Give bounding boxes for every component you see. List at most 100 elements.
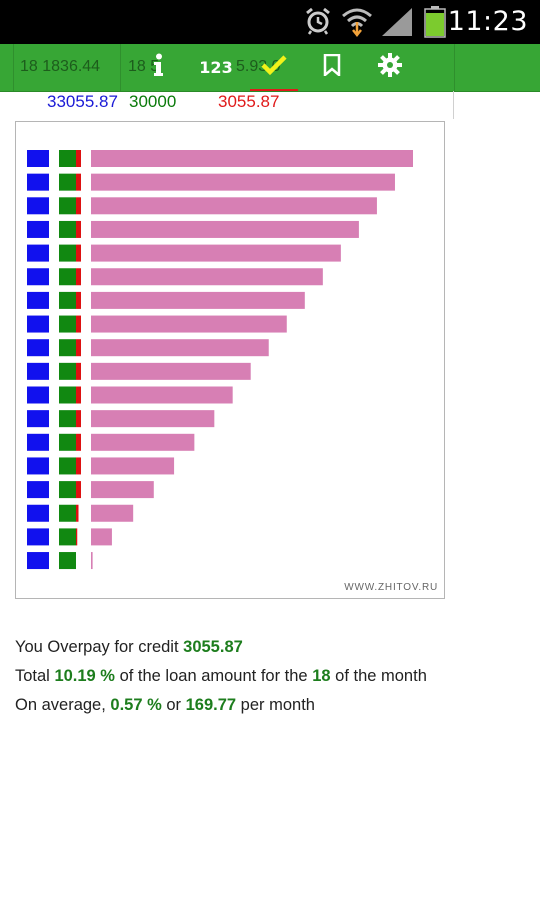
loan-bar xyxy=(59,291,76,309)
total-bar xyxy=(27,291,49,309)
overpay-value: 3055.87 xyxy=(218,92,280,111)
balance-bar xyxy=(91,244,341,262)
summary-text: You Overpay for credit xyxy=(15,638,184,656)
summary: You Overpay for credit 3055.87 Total 10.… xyxy=(15,638,427,725)
interest-bar xyxy=(76,504,79,522)
interest-bar xyxy=(76,173,81,191)
balance-bar xyxy=(91,457,175,475)
total-payment-value: 33055.87 xyxy=(47,92,118,111)
chart-canvas xyxy=(27,150,413,570)
total-bar xyxy=(27,150,49,167)
totals-row: 33055.87 30000 3055.87 xyxy=(15,89,454,119)
signal-icon xyxy=(380,6,414,43)
wifi-icon xyxy=(340,6,374,43)
total-bar xyxy=(27,362,49,380)
total-bar xyxy=(27,339,49,357)
interest-bar xyxy=(76,220,81,238)
summary-line-overpay: You Overpay for credit 3055.87 xyxy=(15,638,427,667)
interest-bar xyxy=(76,410,81,428)
total-bar xyxy=(27,173,49,191)
status-bar: 11:23 xyxy=(0,0,540,44)
loan-bar xyxy=(59,552,76,570)
balance-bar xyxy=(91,150,413,167)
balance-bar xyxy=(91,528,112,546)
summary-text: of the loan amount for the xyxy=(114,667,313,685)
balance-bar xyxy=(91,481,154,499)
loan-bar xyxy=(59,315,76,333)
balance-bar xyxy=(91,173,395,191)
action-bar: 18 1836.44 18 5 5.93 0 123 xyxy=(0,44,540,92)
balance-bar xyxy=(91,386,233,404)
loan-bar xyxy=(59,457,76,475)
balance-bar xyxy=(91,552,93,570)
check-icon xyxy=(261,54,287,81)
payment-chart: WWW.ZHITOV.RU xyxy=(15,121,445,599)
settings-button[interactable] xyxy=(362,44,418,91)
background-text: 18 5 xyxy=(128,58,160,75)
balance-bar xyxy=(91,410,215,428)
summary-line-average: On average, 0.57 % or 169.77 per month xyxy=(15,696,427,725)
summary-line-total: Total 10.19 % of the loan amount for the… xyxy=(15,667,427,696)
loan-bar xyxy=(59,220,76,238)
loan-bar xyxy=(59,173,76,191)
alarm-icon xyxy=(304,6,332,41)
interest-bar xyxy=(76,268,81,286)
average-amount: 169.77 xyxy=(185,696,237,714)
balance-bar xyxy=(91,220,359,238)
total-bar xyxy=(27,552,49,570)
months-count: 18 xyxy=(312,667,331,685)
interest-bar xyxy=(76,339,81,357)
info-button[interactable] xyxy=(130,44,186,91)
interest-bar xyxy=(76,244,81,262)
total-percent: 10.19 % xyxy=(54,667,115,685)
interest-bar xyxy=(76,528,78,546)
gear-icon xyxy=(378,53,402,82)
divider xyxy=(13,44,14,91)
interest-bar xyxy=(76,291,81,309)
summary-text: or xyxy=(161,696,186,714)
loan-bar xyxy=(59,268,76,286)
balance-bar xyxy=(91,504,134,522)
loan-bar xyxy=(59,433,76,451)
background-text: 18 1836.44 xyxy=(20,58,101,75)
active-tab-indicator xyxy=(250,89,298,91)
total-bar xyxy=(27,481,49,499)
numbers-button[interactable]: 123 xyxy=(188,44,244,91)
interest-bar xyxy=(76,481,81,499)
total-bar xyxy=(27,504,49,522)
loan-bar xyxy=(59,362,76,380)
clock: 11:23 xyxy=(447,6,528,37)
summary-text: Total xyxy=(15,667,55,685)
loan-bar xyxy=(59,386,76,404)
bookmark-icon xyxy=(323,53,341,81)
total-bar xyxy=(27,528,49,546)
interest-bar xyxy=(76,457,81,475)
total-bar xyxy=(27,386,49,404)
total-bar xyxy=(27,244,49,262)
balance-bar xyxy=(91,433,195,451)
bookmark-button[interactable] xyxy=(304,44,360,91)
loan-bar xyxy=(59,504,76,522)
loan-bar xyxy=(59,410,76,428)
loan-bar xyxy=(59,197,76,215)
interest-bar xyxy=(76,433,81,451)
divider xyxy=(120,44,121,91)
numbers-label: 123 xyxy=(199,58,233,77)
loan-bar xyxy=(59,150,76,167)
total-bar xyxy=(27,457,49,475)
balance-bar xyxy=(91,362,251,380)
summary-text: On average, xyxy=(15,696,111,714)
loan-amount-value: 30000 xyxy=(129,92,177,111)
check-button[interactable] xyxy=(246,44,302,91)
divider xyxy=(454,44,455,91)
summary-text: per month xyxy=(236,696,315,714)
summary-text: of the month xyxy=(330,667,427,685)
interest-bar xyxy=(76,150,81,167)
battery-icon xyxy=(424,6,446,43)
total-bar xyxy=(27,220,49,238)
balance-bar xyxy=(91,291,305,309)
interest-bar xyxy=(76,386,81,404)
interest-bar xyxy=(76,315,81,333)
balance-bar xyxy=(91,268,323,286)
info-icon xyxy=(151,53,165,82)
